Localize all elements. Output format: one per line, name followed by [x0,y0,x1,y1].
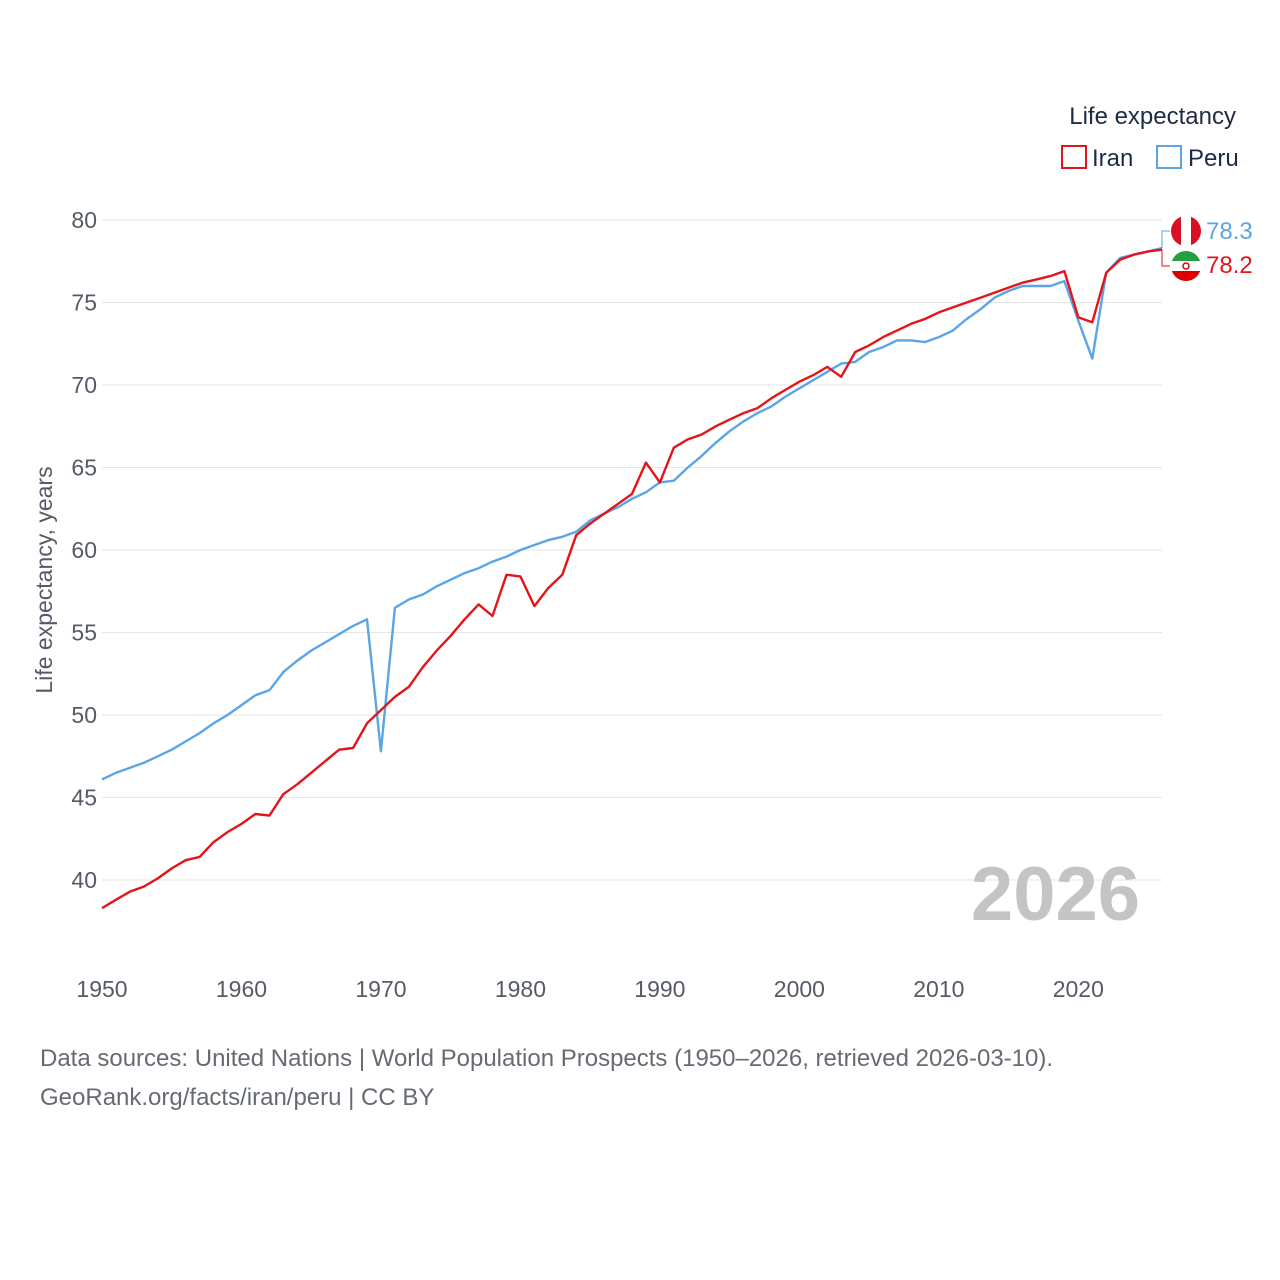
y-tick-label-80: 80 [71,207,97,233]
legend-title: Life expectancy [1069,103,1236,130]
y-tick-label-75: 75 [71,290,97,316]
legend-label-iran: Iran [1092,145,1133,172]
y-axis-ticks: 40 45 50 55 60 65 70 75 80 [71,207,97,893]
end-label-iran: 78.2 [1206,252,1253,279]
y-tick-label-40: 40 [71,867,97,893]
gridlines [102,219,1162,881]
y-tick-label-65: 65 [71,455,97,481]
end-connector-iran [1161,249,1170,267]
y-tick-label-70: 70 [71,372,97,398]
year-label: 2026 [971,852,1140,937]
x-tick-label-1980: 1980 [495,976,546,1002]
end-connector-peru [1161,230,1170,249]
x-tick-label-2010: 2010 [913,976,964,1002]
y-tick-label-45: 45 [71,785,97,811]
x-tick-label-1970: 1970 [355,976,406,1002]
y-tick-label-50: 50 [71,702,97,728]
x-tick-label-2020: 2020 [1053,976,1104,1002]
legend-swatch-iran [1061,145,1087,169]
line-chart: 40 45 50 55 60 65 70 75 80 1950 1960 1970 1980 1990 2… [31,103,1253,1002]
y-axis-label: Life expectancy, years [31,466,57,693]
series-line-iran [101,248,1163,910]
source-link-text[interactable]: GeoRank.org/facts/iran/peru | CC BY [40,1084,435,1111]
x-axis-ticks: 1950 1960 1970 1980 1990 2000 2010 2020 [76,976,1103,1002]
source-text: Data sources: United Nations | World Pop… [40,1045,1054,1072]
legend-label-peru: Peru [1188,145,1239,172]
y-tick-label-55: 55 [71,620,97,646]
iran-flag-icon [1171,251,1201,281]
legend-item-iran[interactable]: Iran [1061,145,1133,172]
legend-item-peru[interactable]: Peru [1156,145,1239,172]
x-tick-label-1960: 1960 [216,976,267,1002]
legend[interactable]: Life expectancy Iran Peru [1061,103,1239,172]
x-tick-label-1990: 1990 [634,976,685,1002]
x-tick-label-1950: 1950 [76,976,127,1002]
x-tick-label-2000: 2000 [774,976,825,1002]
y-tick-label-60: 60 [71,537,97,563]
series-lines [101,246,1163,910]
end-labels: 78.3 78.2 [1161,218,1253,279]
peru-flag-icon [1171,216,1201,246]
series-line-peru [101,246,1163,781]
end-label-peru: 78.3 [1206,218,1253,245]
legend-swatch-peru [1156,145,1182,169]
